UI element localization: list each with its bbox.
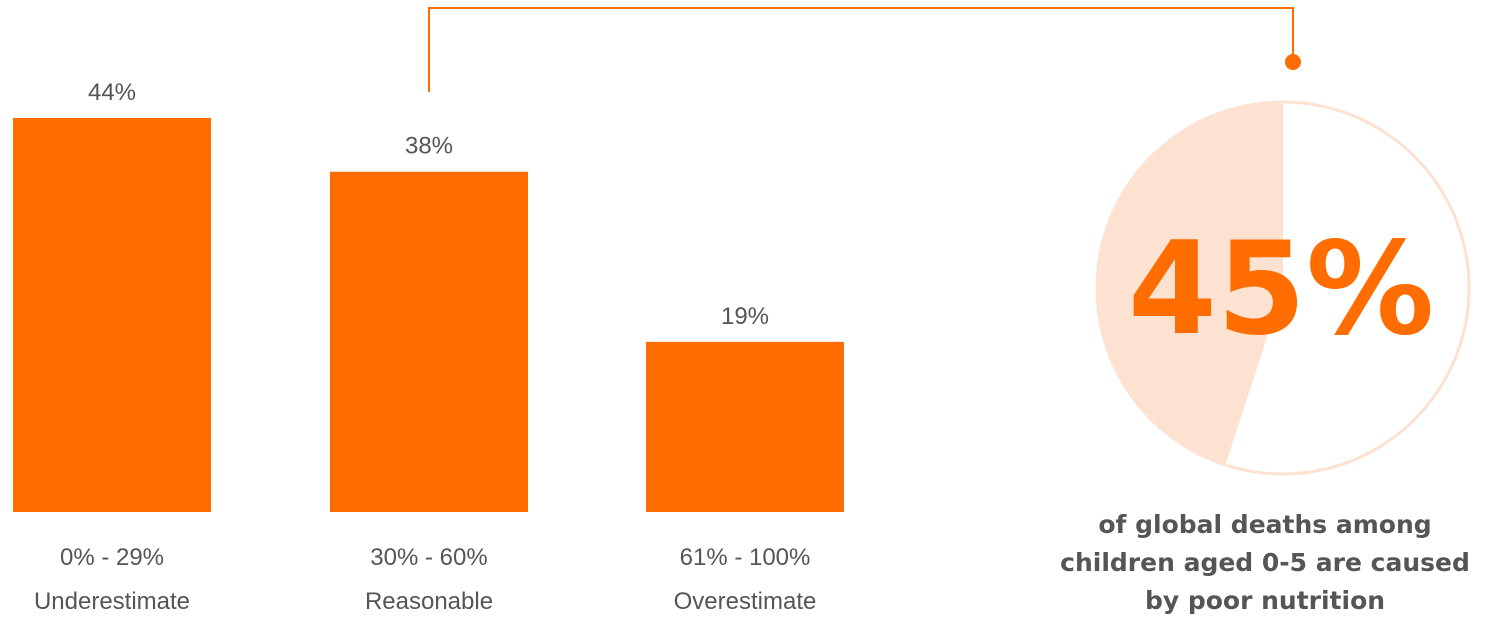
bar <box>330 171 528 512</box>
stat-caption-line: by poor nutrition <box>1144 586 1386 615</box>
bar-value-label: 19% <box>721 303 769 330</box>
connector-line <box>428 7 1294 92</box>
category-label: 0% - 29% <box>60 544 164 571</box>
category-label: Underestimate <box>34 588 190 615</box>
big-stat-value: 45% <box>1128 215 1434 364</box>
bars-layer: 44% 0% - 29% Underestimate 38% 30% - 60% Reas… <box>13 79 844 615</box>
category-label: 61% - 100% <box>680 544 811 571</box>
bar-value-label: 38% <box>405 133 453 160</box>
stat-caption: of global deaths among children aged 0-5… <box>1060 506 1470 620</box>
category-label: 30% - 60% <box>370 544 487 571</box>
stat-caption-line: of global deaths among <box>1098 510 1432 539</box>
bar-value-label: 44% <box>88 79 136 106</box>
category-label: Overestimate <box>674 588 817 615</box>
stat-caption-line: children aged 0-5 are caused <box>1060 548 1470 577</box>
bar <box>646 341 844 512</box>
category-label: Reasonable <box>365 588 493 615</box>
bar <box>13 118 211 512</box>
pie-slice <box>1096 102 1283 465</box>
pie-layer: 45% <box>1095 100 1471 476</box>
connector-dot <box>1285 54 1301 70</box>
